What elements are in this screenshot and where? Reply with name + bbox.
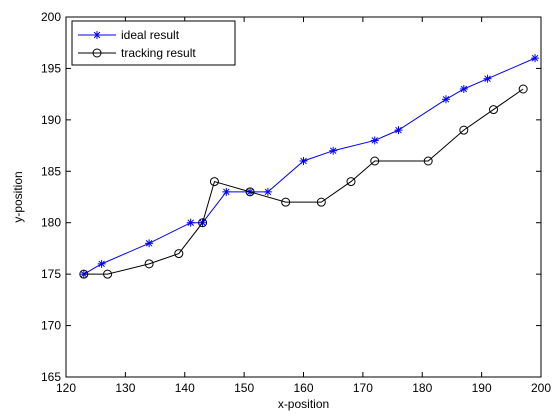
x-tick-label: 180: [412, 381, 432, 395]
data-point: [370, 136, 379, 145]
data-point: [459, 85, 468, 93]
data-point: [97, 259, 106, 268]
legend-label: ideal result: [121, 28, 180, 42]
data-point: [281, 197, 291, 207]
data-point: [186, 218, 195, 227]
data-point: [245, 187, 255, 197]
data-point: [489, 105, 498, 115]
plot-area: [66, 17, 541, 377]
x-tick-label: 200: [531, 381, 551, 395]
data-point: [263, 187, 272, 196]
y-tick-label: 200: [41, 10, 61, 24]
legend-label: tracking result: [121, 46, 196, 60]
y-axis-label: y-position: [11, 171, 25, 222]
series-ideal-result: [79, 54, 540, 279]
data-point: [483, 74, 492, 83]
legend-box: [71, 20, 236, 66]
x-tick-label: 170: [353, 381, 373, 395]
data-point: [316, 197, 326, 207]
legend-entry: ideal result: [78, 28, 180, 42]
data-point: [299, 157, 308, 165]
data-point: [329, 146, 338, 155]
data-point: [103, 269, 113, 279]
legend: ideal result tracking result: [71, 20, 236, 66]
legend-marker: [92, 48, 102, 58]
data-point: [370, 156, 380, 166]
data-point: [174, 249, 184, 259]
data-point: [79, 269, 89, 279]
legend-entry: tracking result: [78, 46, 196, 60]
y-tick-label: 190: [41, 113, 61, 127]
data-point: [144, 259, 154, 269]
data-point: [518, 84, 528, 94]
data-point: [423, 156, 433, 166]
legend-marker: [93, 31, 101, 39]
data-point: [145, 239, 154, 248]
x-tick-label: 120: [56, 381, 76, 395]
data-point: [346, 177, 356, 187]
y-tick-label: 180: [41, 216, 61, 230]
data-point: [459, 125, 469, 135]
x-tick-label: 140: [175, 381, 195, 395]
y-tick-label: 195: [41, 61, 61, 75]
x-axis-label: x-position: [278, 397, 329, 411]
series-layer: [79, 54, 540, 279]
data-point: [209, 177, 219, 187]
y-tick-label: 175: [41, 267, 61, 281]
series-line: [83, 57, 536, 275]
plot-frame: [65, 16, 542, 378]
ticks-layer: 120 130 140 150 160 170 180 190 200 165 170 175 180 1…: [41, 10, 551, 395]
y-tick-label: 185: [41, 164, 61, 178]
data-point: [442, 95, 450, 104]
series-tracking-result: [79, 84, 528, 279]
series-line: [83, 88, 524, 275]
data-point: [222, 187, 231, 196]
x-tick-label: 190: [472, 381, 492, 395]
y-tick-label: 165: [41, 370, 61, 384]
data-point: [198, 218, 208, 228]
y-tick-label: 170: [41, 319, 61, 333]
x-tick-label: 160: [293, 381, 313, 395]
data-point: [531, 54, 540, 63]
x-tick-label: 130: [115, 381, 135, 395]
data-point: [394, 126, 403, 135]
x-tick-label: 150: [234, 381, 254, 395]
